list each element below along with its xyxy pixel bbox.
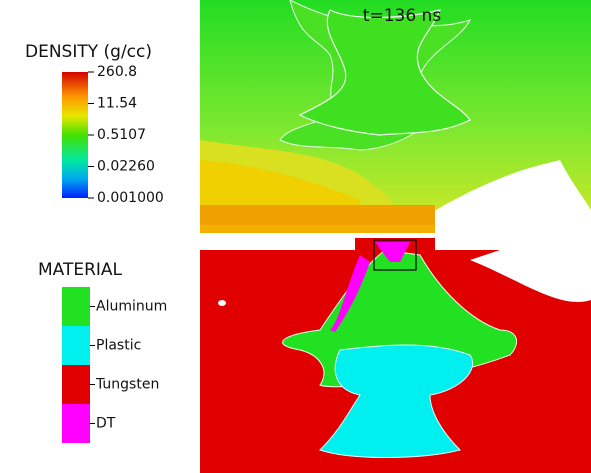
material-swatch xyxy=(62,404,90,443)
material-swatch xyxy=(62,365,90,404)
material-label: DT xyxy=(96,416,116,432)
material-legend-title: MATERIAL xyxy=(38,260,123,280)
density-legend-title: DENSITY (g/cc) xyxy=(25,42,152,62)
colorbar xyxy=(62,72,88,198)
simulation-image xyxy=(200,0,591,473)
material-swatch xyxy=(62,287,90,326)
material-label: Tungsten xyxy=(95,377,159,393)
material-label: Plastic xyxy=(96,338,141,354)
colorbar-tick-label: 0.5107 xyxy=(97,127,146,143)
time-label: t=136 ns xyxy=(363,6,442,26)
colorbar-tick-label: 11.54 xyxy=(97,96,137,112)
material-label: Aluminum xyxy=(96,299,167,315)
colorbar-tick-label: 0.02260 xyxy=(97,159,155,175)
colorbar-tick-label: 260.8 xyxy=(97,64,137,80)
colorbar-tick-label: 0.001000 xyxy=(97,190,164,206)
material-swatch xyxy=(62,326,90,365)
